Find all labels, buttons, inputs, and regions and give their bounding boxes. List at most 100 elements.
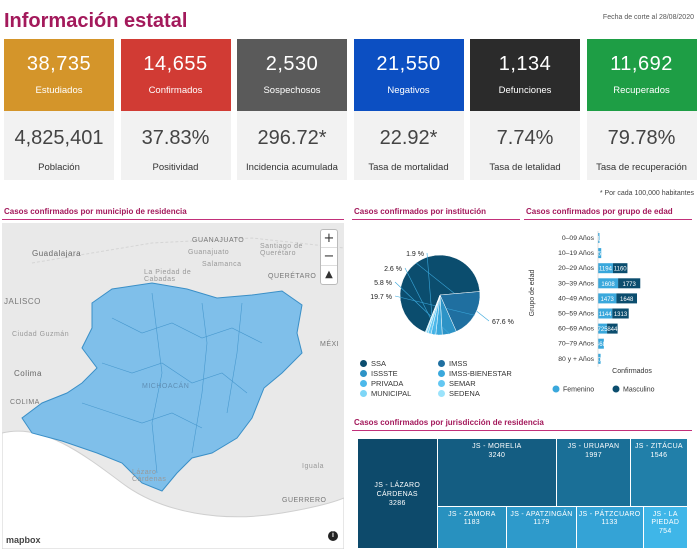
legend-dot	[360, 390, 367, 397]
bar-masculino	[612, 263, 628, 274]
stat-sub-value: 7.74%	[496, 127, 554, 149]
treemap-cell-name: JS - LA PIEDAD	[651, 510, 680, 527]
age-tick-label: 70–79 Años	[558, 341, 595, 348]
state-border-line	[31, 237, 344, 264]
bar-value-label: 1473	[601, 297, 615, 303]
treemap-cell[interactable]: JS - LA PIEDAD 754	[643, 506, 687, 548]
bar-value-label: 1160	[614, 267, 628, 273]
treemap-cell-value: 1997	[585, 451, 602, 459]
stat-card-sub: 79.78% Tasa de recuperación	[587, 111, 697, 173]
bar-masculino	[618, 278, 641, 289]
info-icon[interactable]: i	[328, 531, 338, 541]
map-canvas[interactable]	[2, 223, 344, 549]
pie-svg: 67.6 % 19.7 % 5.8 % 2.6 % 1.9 %	[370, 251, 514, 336]
treemap-cell[interactable]: JS - PÁTZCUARO 1133	[576, 506, 643, 548]
pie-legend-item[interactable]: SEMAR	[438, 379, 476, 388]
pie-legend-label: IMSS	[449, 359, 468, 368]
bar-femenino	[598, 278, 619, 289]
legend-dot	[438, 360, 445, 367]
treemap-cell-name: JS - MORELIA	[472, 443, 522, 450]
pie-legend-item[interactable]: PRIVADA	[360, 379, 403, 388]
page-title: Información estatal	[4, 10, 188, 32]
bar-value-label: 1648	[620, 297, 634, 303]
pie-legend-item[interactable]: IMSS	[438, 359, 467, 368]
pie-legend-item[interactable]: MUNICIPAL	[360, 389, 411, 398]
stat-value: 11,692	[610, 53, 673, 75]
age-tick-label: 50–59 Años	[558, 311, 595, 318]
map-label: Colima	[14, 369, 42, 378]
legend-dot	[360, 360, 367, 367]
treemap-cell-value: 1546	[650, 451, 668, 459]
michoacan-shape[interactable]	[21, 282, 303, 492]
age-tick-label: 30–39 Años	[558, 280, 595, 287]
stat-card-sub: 7.74% Tasa de letalidad	[470, 111, 580, 173]
treemap-cell-value: 1179	[533, 519, 550, 527]
legend-dot	[438, 390, 445, 397]
pie-legend-item[interactable]: SEDENA	[438, 389, 480, 398]
bar-value-label: 468	[596, 342, 607, 348]
bar-femenino	[598, 248, 602, 259]
zoom-in-button[interactable]: +	[321, 230, 337, 248]
treemap-cell-value: 3240	[488, 451, 506, 459]
map-panel[interactable]: GUANAJUATO Guanajuato Santiago de Querét…	[2, 223, 344, 549]
age-xlabel: Confirmados	[612, 368, 652, 375]
pie-slice-label: 19.7 %	[370, 294, 392, 301]
treemap-cell[interactable]: JS - ZITÁCUA 1546	[630, 439, 687, 506]
stat-card: 1,134 Defunciones 7.74% Tasa de letalidad	[470, 39, 580, 180]
treemap-cell[interactable]: JS - ZAMORA 1183	[437, 506, 507, 548]
age-ylabel: Grupo de edad	[529, 270, 536, 317]
legend-dot	[438, 380, 445, 387]
jurisdiction-treemap: JS - LÁZARO CÁRDENAS 3286 JS - MORELIA 3240…	[358, 439, 688, 549]
map-label: JALISCO	[4, 297, 41, 306]
pie-legend-item[interactable]: SSA	[360, 359, 386, 368]
pie-slice-label: 5.8 %	[374, 280, 392, 287]
treemap-cell-value: 754	[658, 528, 672, 536]
treemap-cell[interactable]: JS - LÁZARO CÁRDENAS 3286	[358, 439, 437, 548]
pie-legend-label: PRIVADA	[371, 379, 404, 388]
cutoff-date: Fecha de corte al 28/08/2020	[602, 14, 694, 21]
stat-card: 11,692 Recuperados 79.78% Tasa de recuperac…	[586, 39, 697, 180]
stat-label: Recuperados	[613, 85, 670, 96]
pie-slice-label: 2.6 %	[384, 266, 402, 273]
zoom-out-button[interactable]: −	[321, 248, 337, 266]
pie-legend-item[interactable]: IMSS-BIENESTAR	[438, 369, 512, 378]
stat-card-head: 38,735 Estudiados	[4, 39, 114, 111]
map-label: GUERRERO	[282, 497, 327, 504]
treemap-cell[interactable]: JS - MORELIA 3240	[437, 439, 557, 506]
bar-value-label: 207	[594, 357, 605, 363]
jurisdiction-title-underline	[352, 430, 692, 431]
stat-sub-value: 4,825,401	[14, 127, 104, 149]
stat-card-sub: 37.83% Positividad	[121, 111, 231, 173]
treemap-cell-value: 3286	[388, 499, 406, 507]
stat-sub-value: 296.72*	[257, 127, 327, 149]
pie-slice	[424, 294, 441, 333]
stat-sub-label: Incidencia acumulada	[246, 162, 338, 173]
age-tick-label: 10–19 Años	[558, 250, 595, 257]
age-tick-label: 0–09 Años	[562, 235, 595, 242]
treemap-cell[interactable]: JS - APATZINGÁN 1179	[507, 506, 576, 548]
compass-icon[interactable]: ▲	[325, 269, 333, 280]
age-tick-label: 20–29 Años	[558, 265, 595, 272]
treemap-cell[interactable]: JS - URUAPAN 1997	[557, 439, 630, 506]
age-legend-dot	[612, 385, 620, 393]
stat-card-head: 11,692 Recuperados	[586, 39, 697, 111]
age-tick-label: 80 y + Años	[558, 356, 594, 363]
bar-femenino	[598, 338, 604, 349]
legend-dot	[360, 380, 367, 387]
bar-value-label: 258	[595, 252, 606, 258]
stat-value: 21,550	[376, 53, 441, 75]
map-label: MÉXI	[320, 341, 340, 348]
map-label: Ciudad Guzmán	[12, 331, 70, 338]
stat-card: 2,530 Sospechosos 296.72* Incidencia acumul…	[237, 39, 347, 180]
bar-value-label: 725	[598, 327, 609, 333]
stat-sub-label: Población	[38, 162, 80, 173]
map-label: Guanajuato	[188, 249, 230, 256]
stat-sub-value: 37.83%	[141, 127, 210, 149]
stat-card: 38,735 Estudiados 4,825,401 Población	[4, 39, 114, 180]
stat-value: 38,735	[26, 53, 92, 75]
pie-legend-item[interactable]: ISSSTE	[360, 369, 398, 378]
stat-card: 21,550 Negativos 22.92* Tasa de mortalidad	[353, 39, 464, 180]
bar-femenino	[598, 263, 613, 274]
mapbox-logo[interactable]: mapbox	[6, 535, 41, 545]
pie-legend-label: SEDENA	[449, 389, 480, 398]
